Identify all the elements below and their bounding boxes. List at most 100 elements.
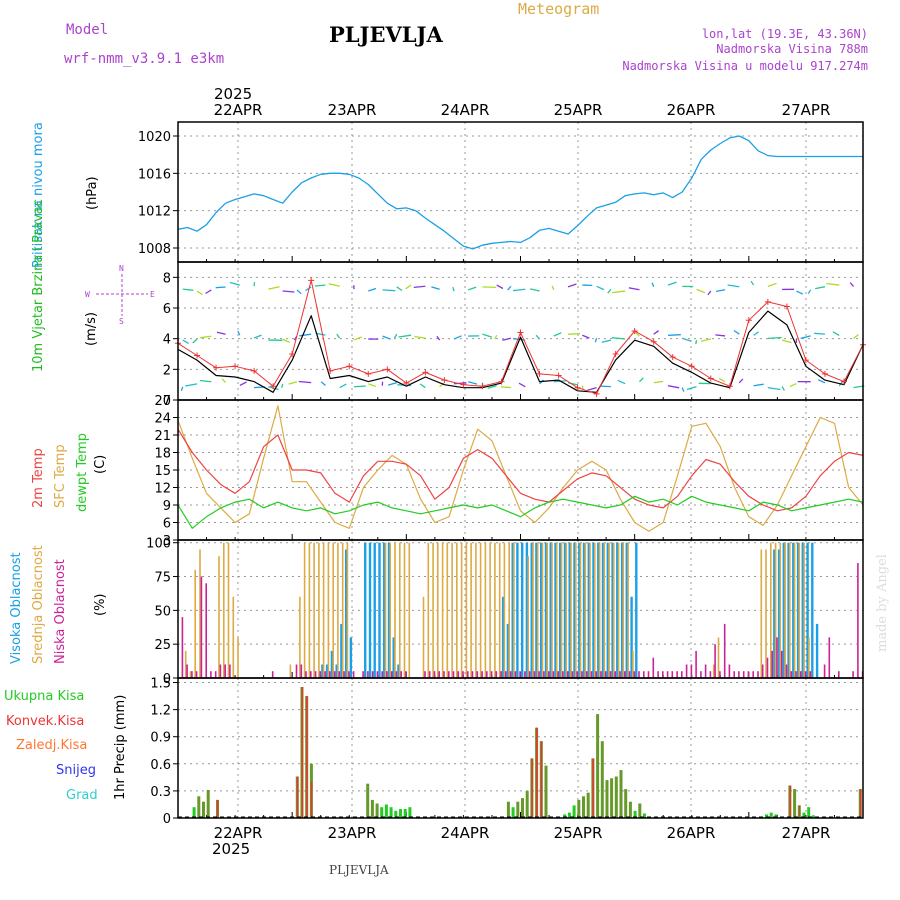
cloud-bar-2	[295, 664, 298, 678]
cloud-bar-2	[828, 637, 831, 678]
cloud-bar-2	[224, 664, 226, 678]
cloud-bar-2	[424, 671, 426, 678]
cloud-bar-0	[535, 542, 538, 678]
cloud-bar-2	[838, 671, 840, 678]
precip-conv-bar	[306, 696, 308, 818]
cloud-bar-2	[333, 671, 336, 678]
cloud-bar-2	[638, 671, 640, 678]
wind-arrow	[853, 334, 859, 339]
precip-total-bar	[596, 714, 600, 818]
precip-total-bar	[638, 803, 642, 818]
cloud-bar-0	[777, 549, 781, 678]
cloud-bar-2	[619, 671, 621, 678]
gust-marker	[688, 363, 695, 370]
cloud-bar-2	[457, 671, 460, 678]
precip-total-bar	[628, 801, 632, 818]
freezing-rain-label: Zaledj.Kisa	[16, 738, 87, 753]
precip-total-bar	[563, 814, 567, 818]
total-rain-label: Ukupna Kisa	[4, 689, 84, 704]
cloud-bar-2	[505, 671, 507, 678]
pressure-line	[177, 135, 863, 250]
precip-total-bar	[633, 810, 637, 818]
cloud-bar-2	[662, 671, 664, 678]
model-elevation-label: Nadmorska Visina u modelu 917.274m	[622, 59, 868, 73]
precip-total-bar	[403, 809, 407, 818]
ytick-label-2: 1016	[138, 167, 171, 182]
gust-marker	[764, 298, 771, 305]
wind-arrow	[535, 334, 541, 340]
coords-label: lon,lat (19.3E, 43.36N)	[702, 27, 868, 41]
wind-arrow	[530, 288, 540, 292]
bottom-day-0: 22APR	[214, 824, 263, 842]
wind-arrow	[796, 290, 804, 295]
cloud-bar-0	[501, 596, 505, 678]
cloud-bar-1	[575, 542, 577, 678]
wind-arrow	[518, 382, 526, 388]
cloud-bar-2	[795, 671, 797, 678]
wind-arrow	[681, 387, 685, 392]
wind-arrow	[789, 382, 797, 388]
cloud-bar-1	[613, 542, 615, 678]
cloud-bar-2	[186, 664, 188, 678]
cloud-bar-2	[310, 671, 312, 678]
cloud-bar-2	[785, 664, 788, 678]
gust-marker	[821, 370, 828, 377]
wind-arrow	[482, 333, 492, 338]
cloud-bar-1	[617, 542, 620, 678]
temp-ylabel: (C)	[93, 455, 108, 474]
ytick-label-0: 0	[163, 672, 171, 687]
pressure-ylabel: (hPa)	[85, 176, 100, 210]
cloud-bar-0	[606, 542, 609, 678]
cloud-bar-2	[467, 671, 469, 678]
wind-arrow	[315, 332, 326, 336]
cloud-bar-2	[643, 671, 645, 678]
cloud-bar-1	[760, 549, 763, 678]
cloud-bar-2	[229, 664, 231, 678]
wind-arrow	[686, 385, 697, 391]
precip-panel: Ukupna Kisa Konvek.Kisa Zaledj.Kisa Snij…	[4, 677, 864, 827]
precip-plot: 0 0.3 0.6 0.9 1.2 1.5	[150, 677, 864, 827]
panel-border-1	[177, 121, 864, 263]
cloud-bar-0	[815, 623, 819, 678]
precip-conv-bar	[798, 805, 801, 818]
cloud-bar-1	[632, 650, 634, 678]
wind-arrow	[200, 335, 212, 339]
cloud-bar-2	[343, 671, 345, 678]
cloud-bar-1	[793, 542, 796, 678]
ytick-label-4: 1.2	[150, 704, 171, 719]
wind-arrow	[314, 284, 326, 287]
cloud-bar-2	[742, 671, 745, 678]
cloud-bar-1	[584, 542, 587, 678]
wind-arrow	[849, 282, 854, 287]
wind-arrow	[800, 335, 811, 340]
cloud-bar-0	[373, 542, 376, 678]
precip-total-bar	[511, 807, 515, 818]
wind-arrow	[180, 386, 184, 392]
top-day-5: 27APR	[782, 101, 831, 119]
cloud-bar-2	[657, 671, 659, 678]
wind-arrow	[436, 335, 441, 341]
cloud-bar-2	[757, 671, 759, 678]
precip-total-bar	[614, 776, 618, 818]
ytick-label-4: 100	[146, 537, 171, 552]
wind-arrow	[607, 288, 612, 294]
cloud-bar-1	[432, 542, 434, 678]
cloud-bar-2	[195, 671, 198, 678]
pressure-plot: 1008 1012 1016 1020	[138, 122, 864, 262]
cloud-bar-1	[403, 542, 406, 678]
cloud-bar-1	[594, 542, 596, 678]
temp2m-label: 2m Temp	[31, 448, 46, 508]
wind-arrow	[551, 285, 555, 291]
gust-marker	[308, 277, 315, 284]
cloud-bar-0	[568, 542, 571, 678]
cloud-bar-1	[341, 542, 344, 678]
cloud-bar-2	[681, 671, 683, 678]
dewpt-temp-line	[177, 495, 864, 529]
cloud-bar-0	[325, 664, 329, 678]
wind-arrow	[753, 383, 764, 387]
compass-s: S	[119, 317, 124, 326]
cloud-bar-2	[752, 671, 754, 678]
cloud-bar-2	[704, 664, 707, 678]
wind-arrow	[696, 288, 706, 294]
wind-arrow	[487, 384, 497, 389]
